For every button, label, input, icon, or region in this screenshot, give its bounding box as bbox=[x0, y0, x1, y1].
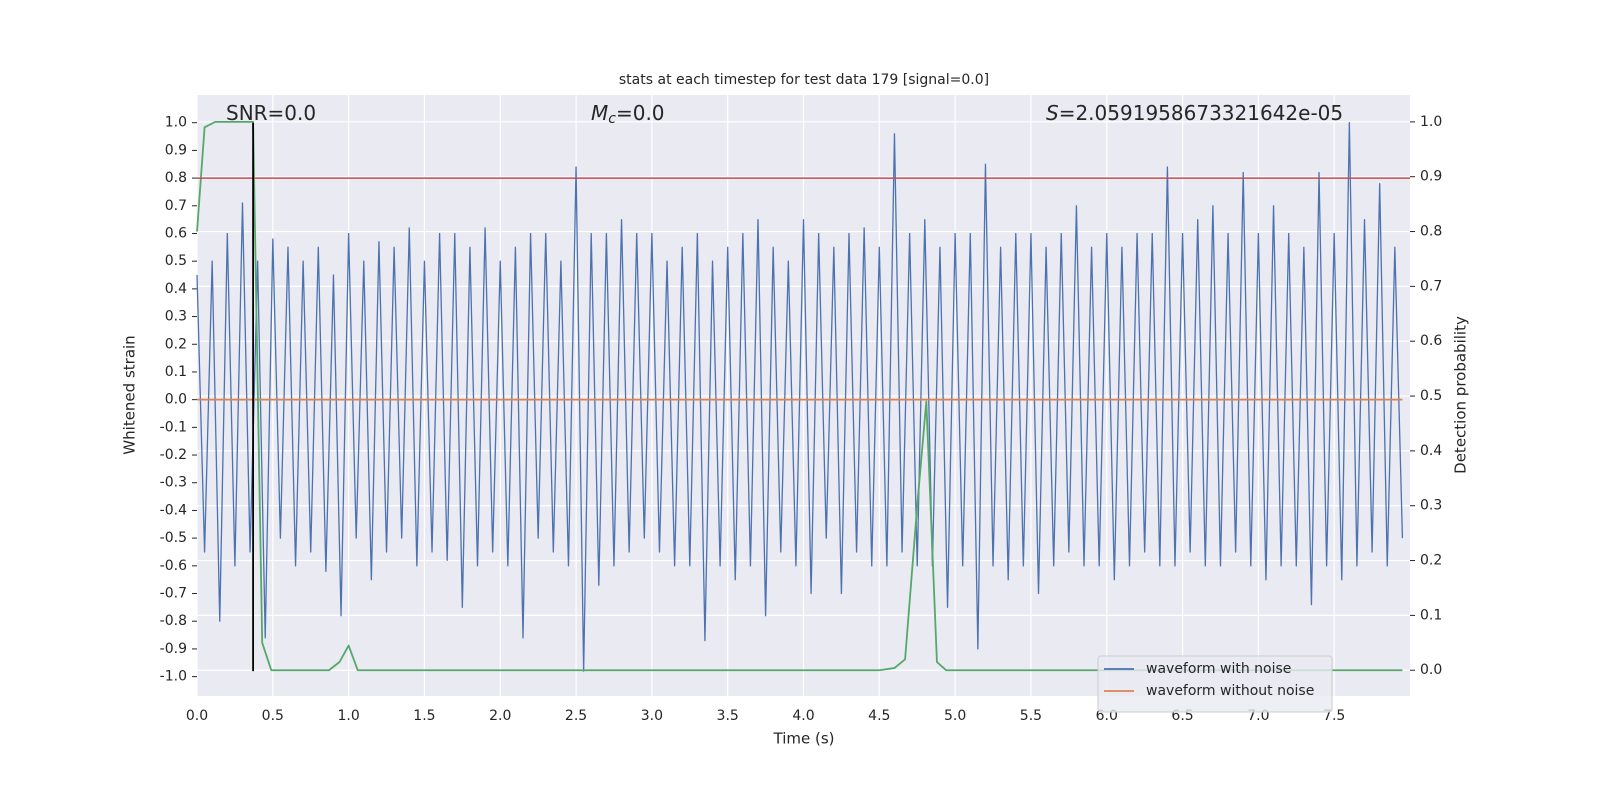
y-tick-label: -0.8 bbox=[160, 613, 187, 629]
y-tick-label: -0.1 bbox=[160, 419, 187, 435]
annotation: S=2.0591958673321642e-05 bbox=[1046, 101, 1343, 125]
y-tick-label: 0.5 bbox=[165, 253, 187, 269]
x-tick-label: 2.5 bbox=[565, 708, 587, 724]
y2-tick-label: 0.3 bbox=[1420, 498, 1442, 514]
chart-title: stats at each timestep for test data 179… bbox=[619, 72, 989, 88]
y-tick-label: -1.0 bbox=[160, 669, 187, 685]
y2-tick-label: 0.2 bbox=[1420, 553, 1442, 569]
legend-label: waveform with noise bbox=[1146, 661, 1291, 677]
y-tick-label: -0.4 bbox=[160, 502, 187, 518]
y-tick-label: 0.8 bbox=[165, 170, 187, 186]
y2-tick-label: 0.7 bbox=[1420, 278, 1442, 294]
x-tick-label: 0.0 bbox=[186, 708, 208, 724]
y-tick-label: -0.2 bbox=[160, 447, 187, 463]
y-tick-label: 0.9 bbox=[165, 142, 187, 158]
y2-tick-label: 0.9 bbox=[1420, 169, 1442, 185]
x-tick-label: 4.0 bbox=[792, 708, 814, 724]
y-tick-label: -0.5 bbox=[160, 530, 187, 546]
y-axis-label: Whitened strain bbox=[121, 335, 139, 454]
x-tick-label: 5.0 bbox=[944, 708, 966, 724]
annotation: Mc=0.0 bbox=[591, 101, 665, 128]
y2-tick-label: 0.8 bbox=[1420, 224, 1442, 240]
annotation: SNR=0.0 bbox=[226, 101, 316, 125]
x-tick-label: 3.5 bbox=[717, 708, 739, 724]
x-tick-label: 4.5 bbox=[868, 708, 890, 724]
x-tick-label: 1.5 bbox=[413, 708, 435, 724]
x-tick-label: 5.5 bbox=[1020, 708, 1042, 724]
x-axis-label: Time (s) bbox=[773, 730, 835, 748]
y2-tick-label: 0.0 bbox=[1420, 662, 1442, 678]
y-tick-label: -0.6 bbox=[160, 558, 187, 574]
x-tick-label: 2.0 bbox=[489, 708, 511, 724]
series-line bbox=[196, 120, 1403, 672]
y-tick-label: -0.9 bbox=[160, 641, 187, 657]
y-tick-label: 0.0 bbox=[165, 392, 187, 408]
x-tick-label: 0.5 bbox=[262, 708, 284, 724]
y-tick-label: 0.7 bbox=[165, 198, 187, 214]
y-tick-label: 0.2 bbox=[165, 336, 187, 352]
legend: waveform with noise waveform without nois… bbox=[1097, 655, 1333, 713]
legend-box bbox=[1097, 655, 1333, 713]
y2-axis-label: Detection probability bbox=[1452, 316, 1470, 474]
y-tick-label: 0.1 bbox=[165, 364, 187, 380]
series-line bbox=[196, 122, 1404, 672]
y2-tick-label: 0.5 bbox=[1420, 388, 1442, 404]
x-tick-label: 3.0 bbox=[641, 708, 663, 724]
y2-tick-label: 0.4 bbox=[1420, 443, 1442, 459]
y-tick-label: 0.6 bbox=[165, 225, 187, 241]
y-tick-label: 0.3 bbox=[165, 309, 187, 325]
y-tick-label: -0.3 bbox=[160, 475, 187, 491]
y-tick-label: 1.0 bbox=[165, 115, 187, 131]
x-tick-label: 1.0 bbox=[337, 708, 359, 724]
y-tick-label: 0.4 bbox=[165, 281, 187, 297]
y2-tick-label: 0.6 bbox=[1420, 333, 1442, 349]
y2-tick-label: 0.1 bbox=[1420, 607, 1442, 623]
y2-tick-label: 1.0 bbox=[1420, 114, 1442, 130]
y-tick-label: -0.7 bbox=[160, 586, 187, 602]
legend-label: waveform without noise bbox=[1146, 683, 1314, 699]
